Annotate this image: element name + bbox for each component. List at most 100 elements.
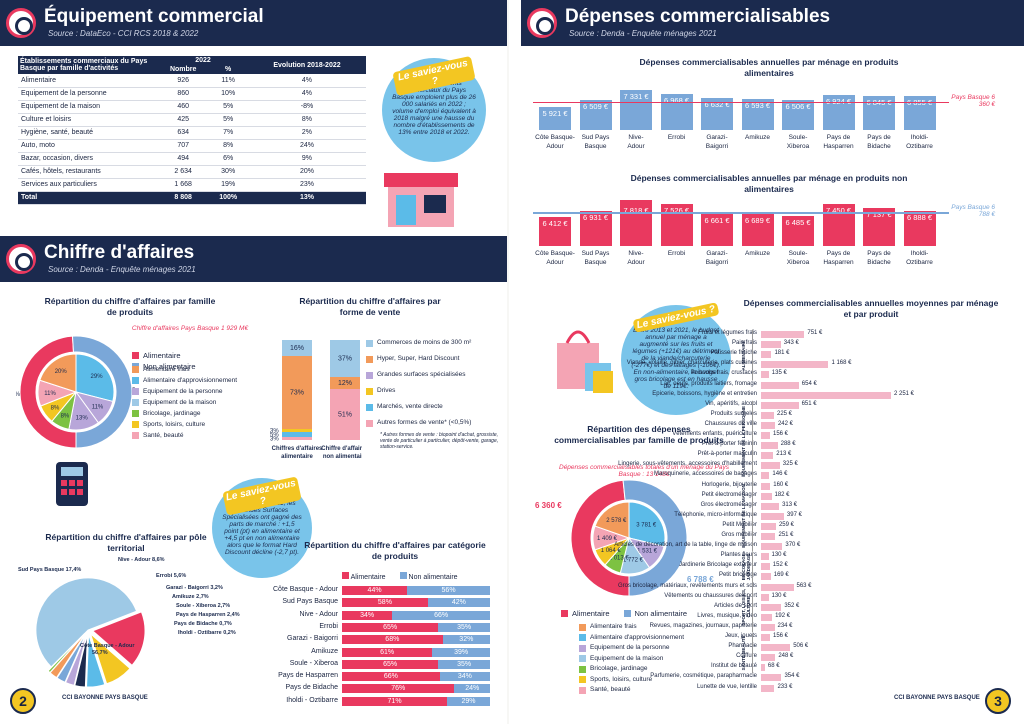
table-cell: Culture et loisirs <box>18 113 158 127</box>
legend-label: Hyper, Super, Hard Discount <box>377 355 460 362</box>
section-source: Source : DataEco - CCI RCS 2018 & 2022 <box>48 29 199 38</box>
produit-value: 160 € <box>773 481 789 488</box>
produit-value: 651 € <box>801 400 817 407</box>
produit-label: Vêtements enfants, puériculture <box>672 431 757 437</box>
header-equipement: Équipement commercial Source : DataEco -… <box>0 0 507 46</box>
produit-label: Parfumerie, cosmétique, parapharmacie <box>650 673 757 680</box>
legend-item: Drives <box>366 383 471 399</box>
donut-inner-label: 13% <box>76 415 89 421</box>
produit-label: Viande, volaille, gibier, charcuterie, p… <box>626 360 757 367</box>
donut-inner-label: 11% <box>92 405 104 411</box>
page-right: Dépenses commercialisables Source : Dend… <box>509 0 1024 724</box>
pie-label: Nive - Adour 8,6% <box>118 557 165 563</box>
produit-bar <box>761 573 771 581</box>
produit-bar <box>761 644 791 652</box>
chart-title-forme: Répartition du chiffre d'affaires par fo… <box>299 296 441 317</box>
legend-item: Santé, beauté <box>579 685 684 696</box>
bar-category-label: Côte Basque‑ Adour <box>535 134 575 150</box>
produit-label: Petit bricolage <box>718 572 757 579</box>
legend-item: Santé, beauté <box>132 430 237 441</box>
forme-segment <box>282 340 312 356</box>
categorie-bar-alim: 34% <box>342 610 393 620</box>
outer-label-nonalim: 6 788 € <box>687 575 714 584</box>
legend-swatch <box>579 644 586 652</box>
table-header-pct: % <box>208 65 248 74</box>
produit-group-label: SPORT, LOISIRS, CULTURE <box>741 582 753 633</box>
legend-swatch <box>579 655 586 663</box>
chart-subtitle-famille: Chiffre d'affaires Pays Basque 1 929 M€ <box>131 325 249 332</box>
table-cell: 6% <box>208 152 248 166</box>
categorie-row: Errobi 65% 35% <box>268 622 493 633</box>
table-cell: 4% <box>247 87 366 101</box>
produit-value: 248 € <box>778 653 794 660</box>
forme-segment <box>330 389 360 440</box>
bar-category-label: Iholdi‑ Oztibarre <box>906 250 933 266</box>
produit-bar <box>761 563 770 571</box>
legend-item: Grandes surfaces spécialisées <box>366 367 471 383</box>
bar: 6 689 € <box>741 213 774 246</box>
produit-label: Revues, magazines, journaux, papeterie <box>649 622 757 629</box>
donut-outer-slice <box>71 335 133 449</box>
table-row: Services aux particuliers 1 668 19% 23% <box>18 178 366 192</box>
produit-bar <box>761 411 774 419</box>
produit-bar <box>761 553 769 561</box>
forme-segment <box>282 429 312 432</box>
page-number: 3 <box>985 688 1011 714</box>
bar-category-label: Sud Pays Basque <box>581 250 610 266</box>
legend-alimentaire: Alimentaire <box>350 574 386 581</box>
bar-category-label: Pays de Bidache <box>867 134 891 150</box>
categorie-bar-alim: 58% <box>342 598 428 608</box>
produit-group-label: EQUIPEMENT DE LA MAISON <box>741 481 753 552</box>
bar: 5 921 € <box>539 106 571 130</box>
table-cell: 634 <box>158 126 209 140</box>
produit-value: 156 € <box>773 431 789 437</box>
produit-value: 146 € <box>772 471 788 478</box>
categorie-row: Amikuze 61% 39% <box>268 647 493 658</box>
produit-value: 354 € <box>784 673 800 680</box>
produit-label: Fruits et légumes frais <box>697 330 757 336</box>
produit-bar <box>761 533 776 540</box>
forme-segment <box>330 340 360 377</box>
donut-depenses: 3 781 € 1 531 € 1 772 €1 013 €1 064 € 1 409… <box>535 479 714 597</box>
legend-label: Santé, beauté <box>590 686 631 693</box>
categorie-row: Iholdi - Oztibarre 71% 29% <box>268 696 493 707</box>
legend-swatch <box>579 686 586 694</box>
bar: 6 509 € <box>579 99 612 130</box>
produit-label: Lait, oeufs, produits laitiers, fromage <box>660 380 757 387</box>
bar-category-label: Errobi <box>667 134 686 141</box>
produit-bar <box>761 432 770 439</box>
table-cell: 13% <box>247 191 366 205</box>
donut-inner-label: 8% <box>61 414 70 420</box>
pie-slice <box>56 634 86 683</box>
produit-label: Gros bricolage, matériaux, revêtements m… <box>617 582 757 589</box>
shopping-bag-illustration <box>557 330 613 393</box>
donut-inner-label: 20% <box>55 369 68 375</box>
categorie-bar-alim: 71% <box>342 696 448 706</box>
bar-category-label: Nive‑ Adour <box>627 134 645 150</box>
produit-label: Vêtements ou chaussures de sport <box>664 592 757 599</box>
produit-label: Petit Mobilier <box>722 521 757 528</box>
legend-label: Non alimentaire <box>634 609 688 618</box>
forme-segment <box>282 437 312 440</box>
legend-item: Sports, loisirs, culture <box>132 419 237 430</box>
categorie-row: Sud Pays Basque 58% 42% <box>268 598 493 608</box>
bar-category-label: Côte Basque‑ Adour <box>535 250 575 266</box>
produit-value: 313 € <box>782 501 798 508</box>
bar-category-label: Pays de Hasparren <box>823 134 854 150</box>
equipement-table: Établissements commerciaux du Pays Basqu… <box>18 56 366 205</box>
produit-bar <box>761 462 780 470</box>
forme-segment-label: 16% <box>290 345 304 352</box>
produit-label: Articles de sport <box>713 602 757 609</box>
legend-non-alimentaire: Non alimentaire <box>408 574 458 581</box>
produit-value: 169 € <box>773 572 789 579</box>
categorie-bar-alim: 76% <box>342 684 455 694</box>
produit-bar <box>761 654 776 662</box>
categorie-row: Nive - Adour 34% 66% <box>268 610 493 621</box>
produit-bar <box>761 442 778 450</box>
chart-title-categorie: Répartition du chiffre d'affaires par ca… <box>304 540 486 561</box>
produit-label: Institut de beauté <box>710 663 757 670</box>
produit-label: Maroquinerie, accessoires de bagages <box>653 471 757 478</box>
legend-item: Equipement de la personne <box>579 643 684 654</box>
donut-famille: 49%51%29%11%13%8%8%11%20% <box>16 335 136 449</box>
donut-inner-label: 8% <box>51 405 60 411</box>
